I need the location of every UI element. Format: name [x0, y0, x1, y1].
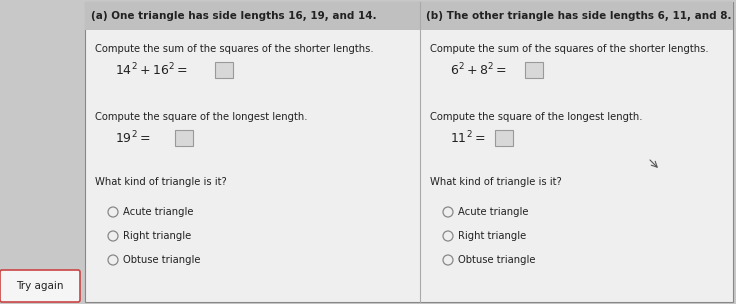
Text: (b) The other triangle has side lengths 6, 11, and 8.: (b) The other triangle has side lengths … — [426, 11, 732, 21]
Text: Acute triangle: Acute triangle — [458, 207, 528, 217]
Text: (a) One triangle has side lengths 16, 19, and 14.: (a) One triangle has side lengths 16, 19… — [91, 11, 377, 21]
Text: $11^2 = $: $11^2 = $ — [450, 130, 486, 146]
Text: What kind of triangle is it?: What kind of triangle is it? — [430, 177, 562, 187]
Text: Compute the sum of the squares of the shorter lengths.: Compute the sum of the squares of the sh… — [430, 44, 709, 54]
Text: Right triangle: Right triangle — [123, 231, 191, 241]
Text: $14^2 + 16^2 = $: $14^2 + 16^2 = $ — [115, 62, 188, 78]
Text: $6^2 + 8^2 = $: $6^2 + 8^2 = $ — [450, 62, 507, 78]
Text: Right triangle: Right triangle — [458, 231, 526, 241]
Text: Compute the square of the longest length.: Compute the square of the longest length… — [430, 112, 643, 122]
FancyBboxPatch shape — [525, 62, 543, 78]
Text: Obtuse triangle: Obtuse triangle — [458, 255, 536, 265]
FancyBboxPatch shape — [85, 2, 420, 30]
FancyBboxPatch shape — [420, 2, 733, 30]
FancyBboxPatch shape — [0, 270, 80, 302]
Text: Acute triangle: Acute triangle — [123, 207, 194, 217]
FancyBboxPatch shape — [85, 2, 733, 302]
Text: Compute the sum of the squares of the shorter lengths.: Compute the sum of the squares of the sh… — [95, 44, 374, 54]
Text: Compute the square of the longest length.: Compute the square of the longest length… — [95, 112, 308, 122]
FancyBboxPatch shape — [175, 130, 193, 146]
Text: Try again: Try again — [16, 281, 64, 291]
FancyBboxPatch shape — [495, 130, 513, 146]
Text: $19^2 = $: $19^2 = $ — [115, 130, 151, 146]
FancyBboxPatch shape — [215, 62, 233, 78]
Text: What kind of triangle is it?: What kind of triangle is it? — [95, 177, 227, 187]
Text: Obtuse triangle: Obtuse triangle — [123, 255, 200, 265]
